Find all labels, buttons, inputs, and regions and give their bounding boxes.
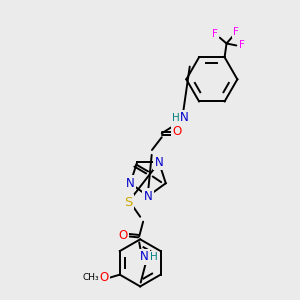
Text: N: N bbox=[126, 177, 135, 190]
Text: N: N bbox=[140, 250, 148, 263]
Text: S: S bbox=[124, 196, 133, 208]
Text: CH₃: CH₃ bbox=[82, 273, 99, 282]
Text: N: N bbox=[154, 156, 164, 169]
Text: O: O bbox=[173, 125, 182, 138]
Text: N: N bbox=[144, 190, 152, 202]
Text: F: F bbox=[233, 27, 239, 37]
Text: F: F bbox=[239, 40, 245, 50]
Text: F: F bbox=[212, 29, 218, 39]
Text: O: O bbox=[100, 271, 109, 284]
Text: H: H bbox=[172, 112, 179, 123]
Text: O: O bbox=[118, 229, 127, 242]
Text: H: H bbox=[150, 252, 158, 262]
Text: N: N bbox=[180, 111, 189, 124]
